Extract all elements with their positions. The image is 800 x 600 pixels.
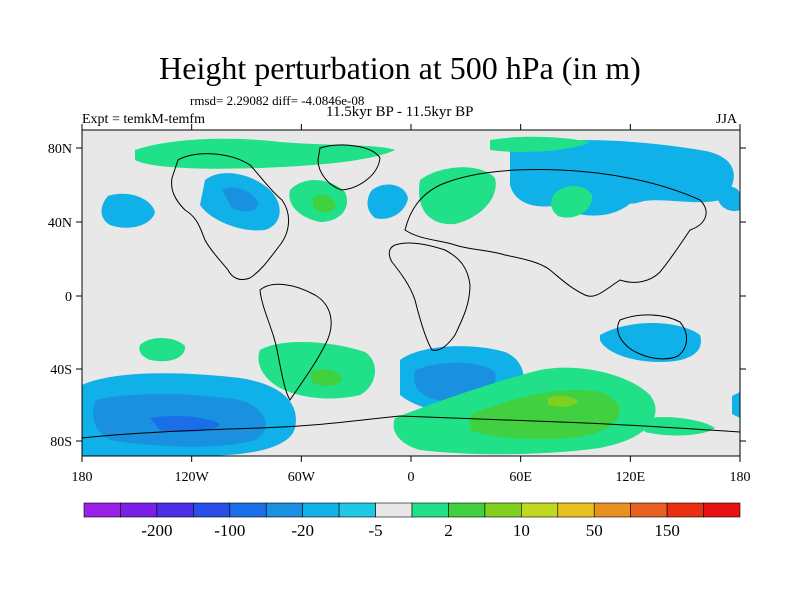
colorbar-swatch — [448, 502, 486, 518]
colorbar-swatch — [83, 502, 121, 518]
colorbar-label: 50 — [586, 521, 603, 540]
colorbar-label: 2 — [444, 521, 453, 540]
period-label: 11.5kyr BP - 11.5kyr BP — [326, 104, 474, 120]
lon-tick-label: 180 — [730, 470, 751, 485]
lat-tick-label: 40N — [48, 216, 72, 231]
coast-north-america — [171, 153, 289, 281]
colorbar-swatch — [703, 502, 741, 518]
anomaly-pos-south-america-core — [310, 369, 342, 387]
experiment-label: Expt = temkM-temfm — [82, 112, 205, 127]
colorbar-swatch — [411, 502, 449, 518]
colorbar-label: 10 — [513, 521, 530, 540]
coast-europe-asia — [404, 169, 707, 297]
colorbar-swatch — [521, 502, 559, 518]
lon-tick-label: 180 — [72, 470, 93, 485]
lon-tick-label: 120E — [616, 470, 646, 485]
anomaly-neg-atlantic — [367, 184, 408, 219]
coast-africa — [388, 242, 471, 351]
coast-south-america — [259, 283, 332, 401]
colorbar-swatch — [229, 502, 267, 518]
colorbar-label: 150 — [654, 521, 680, 540]
colorbar-label: -100 — [214, 521, 245, 540]
colorbar-swatch — [484, 502, 522, 518]
anomaly-neg-south-pacific-inner — [150, 416, 220, 432]
anomaly-pos-southern-indian-core — [470, 390, 620, 440]
coast-antarctica — [82, 415, 740, 439]
lon-tick-label: 0 — [408, 470, 415, 485]
coast-australia — [617, 314, 687, 360]
lon-tick-label: 120W — [175, 470, 210, 485]
lat-tick-label: 40S — [50, 363, 72, 378]
colorbar-swatch — [265, 502, 303, 518]
colorbar-swatch — [593, 502, 631, 518]
colorbar-swatch — [193, 502, 231, 518]
anomaly-pos-southern-indian-peak — [548, 395, 578, 407]
colorbar-label: -200 — [141, 521, 172, 540]
coast-greenland — [317, 144, 381, 191]
colorbar-swatch — [557, 502, 595, 518]
colorbar — [83, 502, 741, 518]
rmsd-label: rmsd= 2.29082 diff= -4.0846e-08 — [190, 93, 365, 108]
anomaly-pos-europe — [419, 167, 496, 225]
colorbar-swatch — [156, 502, 194, 518]
colorbar-swatch — [338, 502, 376, 518]
latitude-axis: 80N 40N 0 40S 80S — [48, 142, 746, 450]
lat-tick-label: 0 — [65, 290, 72, 305]
anomaly-neg-pacific-small — [718, 186, 740, 212]
colorbar-swatch — [302, 502, 340, 518]
colorbar-label: -5 — [368, 521, 382, 540]
lat-tick-label: 80S — [50, 435, 72, 450]
coastlines — [82, 144, 740, 439]
lon-tick-label: 60E — [509, 470, 532, 485]
anomaly-neg-pacific-east — [101, 193, 155, 228]
colorbar-swatch — [666, 502, 704, 518]
anomaly-pos-indian-tail — [640, 417, 715, 436]
longitude-axis: 180 120W 60W 0 60E 120E 180 — [72, 124, 751, 485]
colorbar-swatch — [630, 502, 668, 518]
season-label: JJA — [716, 112, 738, 127]
colorbar-label: -20 — [291, 521, 314, 540]
colorbar-swatch — [120, 502, 158, 518]
contour-fields — [82, 136, 740, 456]
anomaly-neg-west-edge — [732, 392, 740, 418]
anomaly-neg-north-america-core — [222, 187, 258, 212]
colorbar-labels: -200 -100 -20 -5 2 10 50 150 — [141, 521, 680, 540]
lat-tick-label: 80N — [48, 142, 72, 157]
anomaly-pos-south-pacific — [139, 337, 186, 362]
anomaly-pos-arctic-east — [490, 136, 590, 152]
anomaly-pos-greenland-core — [312, 195, 336, 213]
plot-title: Height perturbation at 500 hPa (in m) — [159, 50, 641, 86]
lon-tick-label: 60W — [288, 470, 316, 485]
anomaly-neg-australia — [600, 322, 701, 362]
colorbar-swatch — [375, 502, 413, 518]
anomaly-pos-siberia — [551, 186, 593, 218]
